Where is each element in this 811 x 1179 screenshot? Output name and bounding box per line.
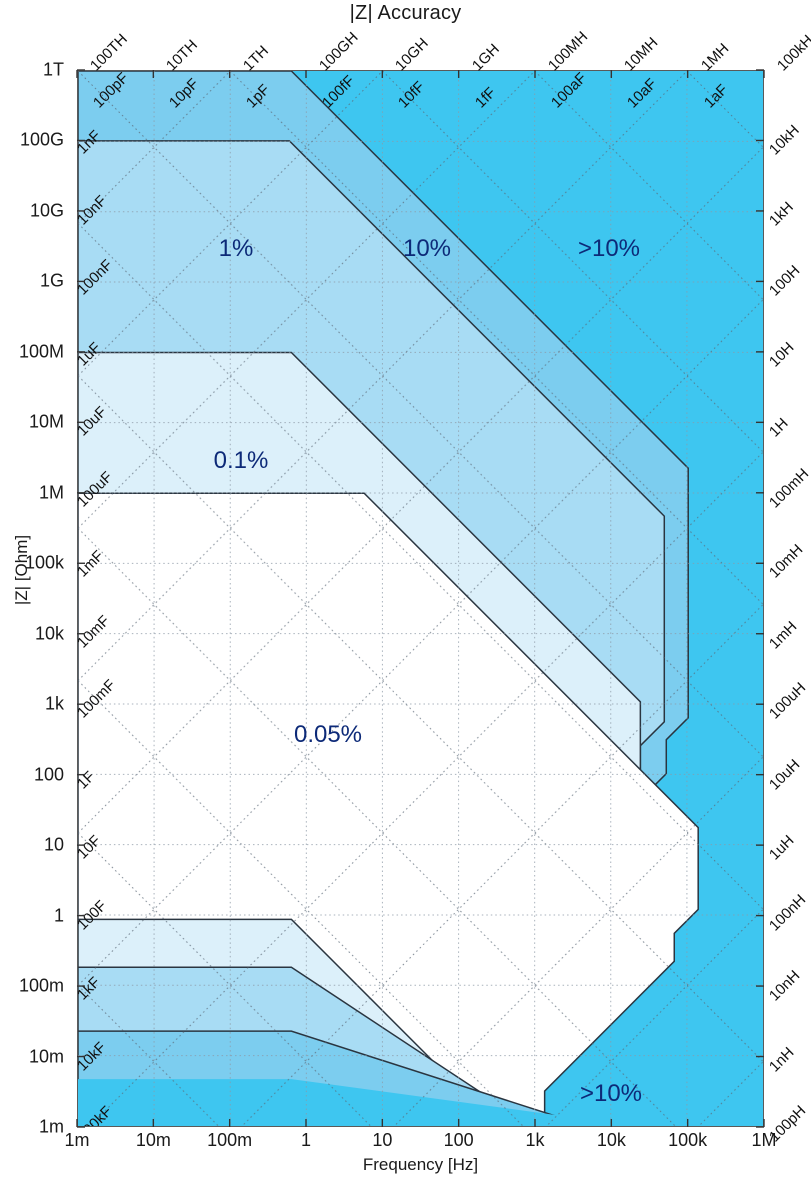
top-inductance-9: 100kH — [773, 31, 811, 75]
top-inductance-0: 100TH — [86, 30, 131, 75]
top-inductance-3: 100GH — [315, 28, 362, 75]
y-tick-3: 1G — [39, 270, 64, 291]
y-tick-5: 10M — [28, 411, 64, 432]
y-tick-0: 1T — [42, 59, 64, 80]
top-inductance-6: 100MH — [544, 28, 592, 75]
right-inductance-7: 1mH — [765, 617, 801, 653]
region-label-005: 0.05% — [293, 721, 363, 748]
y-tick-13: 100m — [18, 975, 64, 996]
y-tick-10: 100 — [33, 764, 64, 785]
x-axis-title: Frequency [Hz] — [362, 1155, 479, 1174]
region-label-01: 0.1% — [213, 447, 269, 474]
y-tick-8: 10k — [34, 623, 64, 644]
right-inductance-8: 100uH — [765, 679, 810, 723]
plot-svg — [78, 71, 763, 1126]
region-label-over10-bottom: >10% — [579, 1080, 643, 1107]
y-tick-6: 1M — [38, 482, 64, 503]
y-tick-4: 100M — [18, 341, 64, 362]
x-tick-1: 10m — [135, 1130, 171, 1150]
region-label-10: 10% — [402, 235, 452, 262]
right-inductance-12: 10nH — [765, 967, 804, 1005]
x-tick-3: 1 — [300, 1130, 312, 1150]
right-inductance-4: 1H — [765, 415, 792, 441]
y-tick-1: 100G — [19, 129, 64, 150]
region-label-over10-top: >10% — [577, 235, 641, 262]
right-inductance-2: 100H — [765, 262, 804, 300]
x-axis-ticks: 1m 10m 100m 1 10 100 1k 10k 100k 1M — [0, 1130, 811, 1160]
gridlines — [78, 71, 763, 1126]
x-tick-4: 10 — [372, 1130, 393, 1150]
top-inductance-4: 10GH — [392, 34, 433, 75]
y-tick-2: 10G — [29, 200, 64, 221]
right-inductance-10: 1uH — [765, 832, 798, 864]
y-tick-15: 1m — [38, 1116, 64, 1137]
y-tick-9: 1k — [44, 693, 64, 714]
right-inductance-13: 1nH — [765, 1043, 798, 1076]
y-tick-12: 1 — [53, 905, 64, 926]
y-axis-ticks: 1T 100G 10G 1G 100M 10M 1M 100k 10k 1k 100 10 1 100m 1… — [0, 0, 72, 1179]
x-tick-2: 100m — [207, 1130, 253, 1150]
x-tick-6: 1k — [525, 1130, 545, 1150]
y-tick-7: 100k — [24, 552, 64, 573]
right-inductance-1: 1kH — [765, 198, 797, 230]
right-inductance-0: 10kH — [765, 122, 803, 159]
top-inductance-1: 10TH — [163, 36, 202, 75]
x-tick-7: 10k — [596, 1130, 626, 1150]
right-inductance-11: 100nH — [765, 890, 810, 935]
top-inductance-7: 10MH — [621, 34, 662, 75]
region-label-1: 1% — [218, 235, 254, 262]
plot-area: 0.05% 0.1% 1% 10% >10% >10% 1nF 10nF 100nF… — [77, 70, 764, 1127]
right-inductance-3: 10H — [765, 338, 798, 371]
chart-title: |Z| Accuracy — [349, 2, 462, 24]
y-axis-title: |Z| [Ohm] — [12, 534, 31, 606]
y-tick-14: 10m — [28, 1046, 64, 1067]
right-inductance-9: 10uH — [765, 755, 804, 794]
right-inductance-6: 10mH — [765, 541, 807, 582]
right-inductance-5: 100mH — [765, 465, 811, 512]
x-tick-0: 1m — [64, 1130, 90, 1150]
x-tick-5: 100 — [443, 1130, 474, 1150]
y-tick-11: 10 — [43, 834, 64, 855]
x-tick-9: 1M — [751, 1130, 777, 1150]
x-tick-8: 100k — [668, 1130, 708, 1150]
